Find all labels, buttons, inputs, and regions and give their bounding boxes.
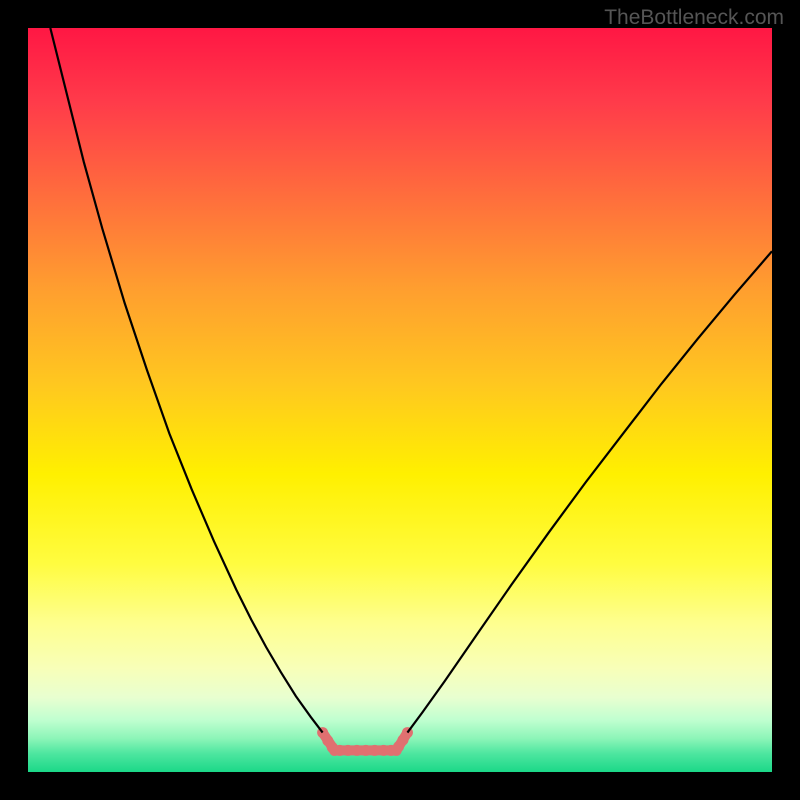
curves-layer (28, 28, 772, 772)
bottom-markers (317, 727, 413, 756)
plot-area (28, 28, 772, 772)
watermark-text: TheBottleneck.com (604, 6, 784, 30)
curve-left (50, 28, 322, 733)
curve-right (407, 251, 772, 732)
